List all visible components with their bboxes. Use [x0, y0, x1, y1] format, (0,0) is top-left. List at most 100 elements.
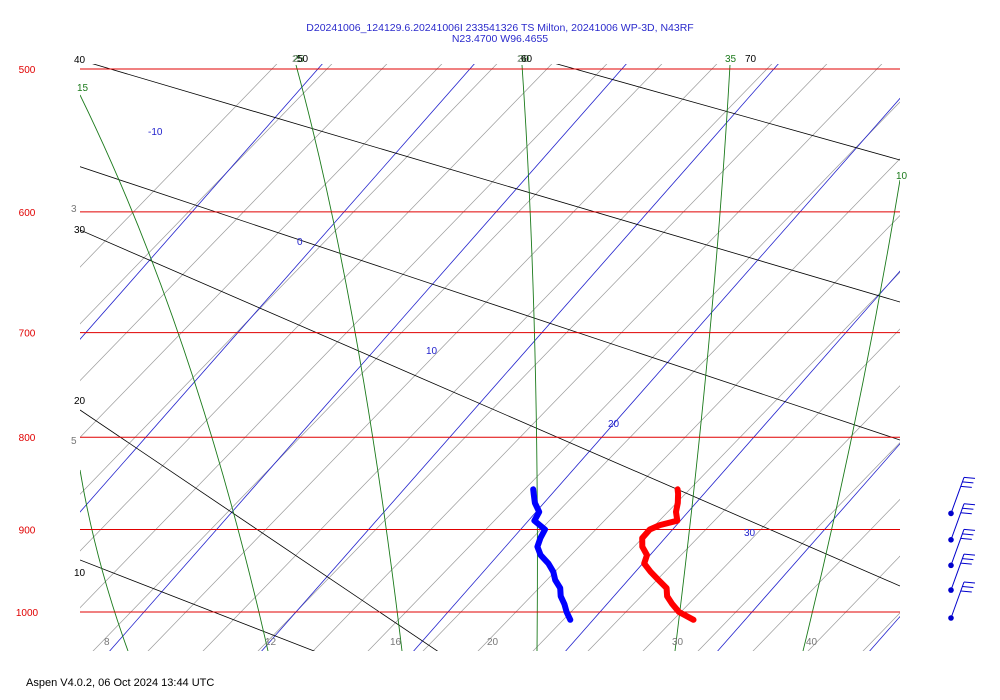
moist-adiabat-line — [80, 64, 443, 438]
wind-barb-feather — [960, 512, 972, 515]
title-line-1: D20241006_124129.6.20241006I 233541326 T… — [306, 22, 694, 34]
moist-adiabat-line — [312, 64, 883, 651]
wind-barb-feather — [962, 507, 974, 510]
moist-adiabat-line — [257, 64, 828, 651]
moist-adiabat-line — [80, 64, 553, 552]
isotherm-line — [80, 64, 475, 513]
moist-adiabat-line — [80, 64, 498, 495]
wind-barb-dot — [948, 537, 954, 543]
wind-barb-feather — [963, 503, 976, 506]
moist-adiabat-line — [80, 64, 333, 325]
bottom-tick-label: 8 — [104, 637, 110, 648]
isotherm-line — [413, 97, 900, 651]
isotherm-label: 20 — [608, 419, 620, 430]
wind-barb-feather — [960, 590, 972, 593]
mixing-ratio-label: 15 — [77, 83, 89, 94]
isotherm-line — [109, 64, 627, 651]
dry-adiabat-label: 60 — [521, 54, 533, 65]
dry-adiabat-label: 30 — [74, 225, 86, 236]
wind-barb-feather — [962, 586, 974, 588]
bottom-tick-label: 40 — [806, 637, 818, 648]
wind-barb-feather — [962, 481, 974, 484]
mixing-ratio-lines — [80, 64, 900, 651]
pressure-tick-label: 800 — [19, 433, 36, 444]
moist-adiabat-line — [532, 271, 900, 651]
dewpoint-trace — [530, 486, 574, 623]
dry-adiabats — [80, 64, 900, 651]
isotherm-line — [869, 615, 900, 651]
moist-adiabat-line — [92, 64, 663, 651]
mixing-ratio-line — [521, 64, 538, 651]
wind-barb-staff — [950, 503, 965, 540]
dry-adiabat-line — [80, 166, 900, 441]
bottom-tick-label: 12 — [265, 637, 277, 648]
moist-adiabat-line — [862, 612, 900, 651]
wind-barbs — [948, 476, 976, 621]
mixing-ratio-label: 35 — [725, 54, 737, 65]
isobars: 500 600 700 800 900 1000 — [16, 65, 900, 619]
moist-adiabat-line — [587, 328, 900, 651]
isotherm-label: 0 — [297, 237, 303, 248]
isotherm-label: 30 — [744, 528, 756, 539]
mixing-ratio-line — [80, 94, 269, 651]
title-line-2: N23.4700 W96.4655 — [451, 33, 549, 45]
mixing-ratio-label: 25 — [293, 54, 305, 65]
wind-barb-staff — [950, 529, 965, 566]
dry-adiabat-label: 70 — [745, 54, 757, 65]
dry-adiabat-label: 50 — [297, 54, 309, 65]
moist-adiabat-line — [80, 64, 388, 382]
pressure-tick-label: 700 — [19, 329, 36, 340]
mixing-ratio-line — [674, 64, 731, 651]
moist-adiabat-line — [890, 40, 1000, 680]
wind-barb-feather — [960, 562, 972, 565]
isotherm-line — [565, 270, 900, 651]
mixing-ratio-line — [80, 469, 129, 651]
dry-adiabat-line — [80, 409, 439, 651]
moist-adiabat-line — [477, 214, 900, 651]
sounding-traces — [530, 486, 697, 623]
pressure-tick-label: 1000 — [16, 608, 39, 619]
wind-barb-staff — [950, 581, 965, 619]
version-footer: Aspen V4.0.2, 06 Oct 2024 13:44 UTC — [26, 677, 215, 689]
moist-adiabat-line — [367, 101, 900, 651]
pressure-tick-label: 900 — [19, 525, 36, 536]
wind-barb-dot — [948, 562, 954, 569]
moist-adiabat-label: 25 — [292, 54, 304, 65]
chart-title: D20241006_124129.6.20241006I 233541326 T… — [0, 23, 1000, 45]
wind-barb-dot — [948, 615, 954, 621]
moist-adiabat-line — [807, 555, 900, 651]
wind-barb-dot — [948, 510, 954, 517]
wind-barb-feather — [962, 558, 974, 561]
dry-adiabat-label: 10 — [74, 568, 86, 579]
moist-adiabat-line — [752, 498, 900, 651]
moist-adiabat-line — [80, 64, 278, 268]
dry-adiabat-line — [555, 64, 900, 161]
wind-barb-feather — [960, 537, 972, 540]
wind-barb-staff — [950, 553, 965, 591]
moist-adiabat-line — [422, 158, 900, 651]
dry-adiabat-line — [92, 64, 900, 303]
isotherm-line — [717, 443, 900, 651]
dry-adiabat-label: 40 — [74, 55, 86, 66]
bottom-tick-label: 16 — [390, 637, 402, 648]
pressure-tick-label: 500 — [19, 65, 36, 76]
moist-adiabat-line — [147, 64, 718, 651]
mixing-ratio-label: 10 — [896, 171, 908, 182]
isotherm-line — [80, 64, 323, 340]
wind-barb-feather — [963, 528, 976, 531]
isotherm-label: 10 — [426, 346, 438, 357]
moist-adiabat-line — [202, 64, 773, 651]
isotherm-label: -10 — [148, 127, 163, 138]
wind-barb-feather — [963, 553, 976, 556]
moist-adiabat-label: 26 — [517, 54, 529, 65]
dry-adiabat-line — [80, 229, 900, 587]
moist-adiabat-line — [697, 442, 900, 651]
bottom-tick-label: 20 — [487, 637, 499, 648]
wind-barb-feather — [960, 485, 972, 488]
mixing-ratio-label: 30 — [518, 54, 530, 65]
pressure-tick-label: 600 — [19, 208, 36, 219]
side-label: 3 — [71, 204, 77, 215]
